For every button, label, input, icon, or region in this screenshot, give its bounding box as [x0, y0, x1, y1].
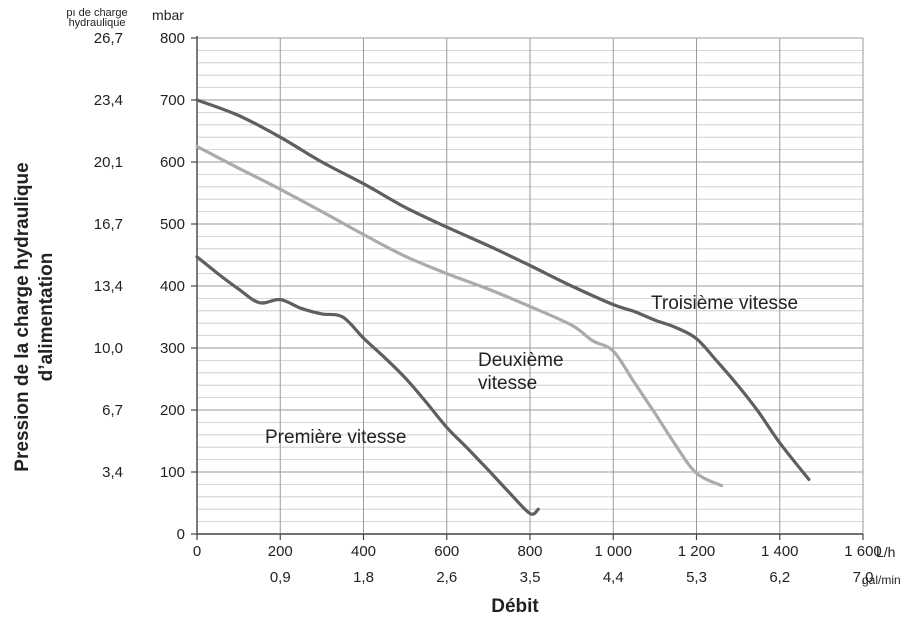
x-tick-label: 1 200	[678, 543, 716, 560]
x-unit-primary: L/h	[876, 544, 895, 560]
x-tick-label: 600	[434, 543, 459, 560]
x-tick-label-secondary: 2,6	[436, 569, 457, 586]
y-tick-label-secondary: 10,0	[94, 340, 123, 357]
series-line-deuxieme-vitesse	[195, 144, 724, 488]
y-tick-label: 800	[160, 30, 185, 47]
x-tick-labels: 0 200 0,9 400 1,8 600 2,6 800 3,5 1 000 4,4 1 200 5,…	[193, 543, 882, 586]
series-line-troisieme-vitesse	[195, 98, 811, 481]
x-tick-label: 800	[517, 543, 542, 560]
x-tick-label-secondary: 0,9	[270, 569, 291, 586]
major-gridlines	[197, 37, 864, 535]
x-tick-label-secondary: 3,5	[520, 569, 541, 586]
x-tick-label: 1 000	[594, 543, 632, 560]
x-tick-label-secondary: 7,0	[853, 569, 874, 586]
y-tick-labels: 0 100 3,4 200 6,7 300 10,0 400 13,4 500 16,7 600 20,…	[94, 30, 185, 543]
y-tick-label: 100	[160, 464, 185, 481]
axes	[191, 36, 864, 540]
x-unit-secondary: gal/min	[862, 573, 901, 587]
series-label-troisieme-vitesse: Troisième vitesse	[651, 293, 798, 314]
y-axis-title-line2: d’alimentation	[36, 253, 57, 382]
series-label-deuxieme-vitesse: vitesse	[478, 373, 537, 394]
series-line-premiere-vitesse	[195, 255, 540, 516]
x-tick-label: 1 400	[761, 543, 799, 560]
x-tick-label: 200	[268, 543, 293, 560]
series-label-deuxieme-vitesse: Deuxième	[478, 350, 564, 371]
y-unit-secondary-line2: hydraulique	[69, 17, 126, 29]
series-label-premiere-vitesse: Première vitesse	[265, 427, 407, 448]
x-tick-label-secondary: 4,4	[603, 569, 624, 586]
y-tick-label: 700	[160, 92, 185, 109]
y-tick-label: 500	[160, 216, 185, 233]
y-tick-label: 0	[177, 526, 185, 543]
y-tick-label: 300	[160, 340, 185, 357]
y-tick-label-secondary: 13,4	[94, 278, 123, 295]
y-unit-secondary-line1: pı de charge	[66, 7, 127, 19]
y-tick-label-secondary: 20,1	[94, 154, 123, 171]
x-tick-label: 1 600	[844, 543, 882, 560]
y-tick-label: 200	[160, 402, 185, 419]
y-tick-label: 400	[160, 278, 185, 295]
x-tick-label: 400	[351, 543, 376, 560]
series-lines	[195, 98, 811, 516]
y-tick-label-secondary: 26,7	[94, 30, 123, 47]
y-tick-label-secondary: 23,4	[94, 92, 123, 109]
x-tick-label-secondary: 6,2	[769, 569, 790, 586]
y-tick-label-secondary: 3,4	[102, 464, 123, 481]
y-tick-label: 600	[160, 154, 185, 171]
y-tick-label-secondary: 16,7	[94, 216, 123, 233]
y-unit-primary: mbar	[152, 7, 184, 23]
x-tick-label-secondary: 1,8	[353, 569, 374, 586]
y-axis-title-line1: Pression de la charge hydraulique	[12, 162, 33, 471]
x-tick-label-secondary: 5,3	[686, 569, 707, 586]
x-axis-title: Débit	[491, 596, 539, 617]
x-tick-label: 0	[193, 543, 201, 560]
y-tick-label-secondary: 6,7	[102, 402, 123, 419]
